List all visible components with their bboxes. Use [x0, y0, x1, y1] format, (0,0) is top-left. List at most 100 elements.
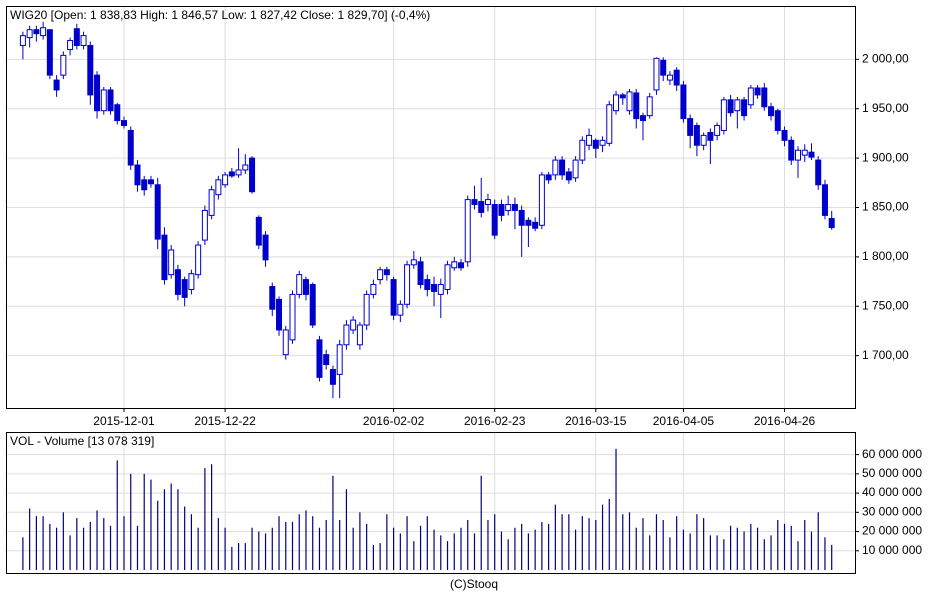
candle-body [626, 91, 633, 112]
candle-body [552, 159, 559, 176]
candle-body [707, 131, 714, 141]
candle-body [795, 149, 801, 161]
candle-body [437, 284, 444, 295]
candle-body [768, 106, 775, 117]
candle-body [383, 269, 390, 276]
footer: (C)Stooq [450, 577, 498, 591]
candle-body [693, 125, 700, 146]
candle-body [40, 27, 47, 37]
candle-body [673, 69, 680, 86]
candle-body [579, 139, 586, 161]
candle-body [808, 151, 815, 158]
candle-body [484, 199, 491, 206]
candle-body [94, 74, 101, 112]
candle-body [491, 204, 498, 236]
candle-body [518, 209, 525, 226]
candle-body [532, 221, 539, 229]
y-tick-label: 1 700,00 [862, 348, 909, 362]
candle-body [276, 298, 283, 331]
candle-body [235, 169, 242, 176]
candle-body [141, 179, 148, 191]
candle-body [538, 174, 545, 226]
candle-body [471, 199, 478, 206]
candle-body [174, 269, 181, 295]
candle-body [458, 262, 464, 269]
y-tick-label: 1 800,00 [862, 249, 909, 263]
candle-body [377, 269, 384, 281]
candle-body [33, 29, 40, 35]
candle-body [323, 354, 330, 366]
x-tick-label: 2016-04-05 [653, 414, 715, 428]
candle-body [505, 204, 512, 211]
candle-body [774, 110, 781, 131]
candle-body [127, 129, 134, 166]
candle-body [613, 94, 620, 112]
y-tick-label: 1 850,00 [862, 200, 909, 214]
x-tick-label: 2016-02-23 [464, 414, 526, 428]
candle-body [350, 319, 357, 331]
candle-body [525, 219, 532, 226]
marks [19, 21, 835, 570]
candle-body [511, 204, 518, 211]
candle-body [188, 273, 195, 290]
candle-body [815, 159, 822, 186]
grid: 2015-12-01 2015-12-22 2016-02-02 2016-02-23… [7, 7, 922, 573]
candle-body [329, 368, 336, 385]
candle-body [242, 164, 249, 171]
candle-body [700, 134, 707, 146]
candle-body [208, 189, 215, 216]
candle-body [788, 139, 795, 161]
candle-body [619, 94, 626, 99]
price-panel [6, 6, 856, 409]
candle-body [147, 179, 154, 185]
candle-body [424, 279, 431, 290]
y-tick-label: 60 000 000 [862, 447, 922, 461]
candle-body [390, 279, 397, 316]
candle-body [370, 284, 377, 295]
candle-body [168, 249, 175, 276]
candle-body [646, 96, 653, 117]
candle-body [801, 149, 808, 156]
candle-body [687, 118, 694, 136]
candle-body [498, 204, 505, 216]
candle-body [821, 184, 828, 216]
y-tick-label: 1 750,00 [862, 298, 909, 312]
candle-body [215, 179, 222, 196]
candle-body [592, 139, 599, 149]
candle-body [289, 293, 296, 341]
candle-body [727, 99, 734, 114]
chart-title: WIG20 [Open: 1 838,83 High: 1 846,57 Low… [10, 8, 430, 22]
x-tick-label: 2016-02-02 [363, 414, 425, 428]
candle-body [121, 120, 127, 127]
candle-body [545, 174, 552, 181]
candle-body [154, 184, 161, 240]
candle-body [60, 54, 67, 76]
candle-body [73, 28, 80, 47]
candle-body [100, 89, 107, 112]
candle-body [586, 134, 593, 146]
candle-body [67, 40, 74, 50]
candle-body [201, 209, 208, 241]
candle-body [565, 171, 572, 181]
x-tick-label: 2015-12-22 [194, 414, 256, 428]
candle-body [606, 104, 613, 144]
candle-body [653, 57, 660, 91]
candle-body [80, 35, 87, 47]
candle-body [431, 284, 438, 292]
candle-body [599, 139, 606, 146]
y-tick-label: 10 000 000 [862, 543, 922, 557]
candle-body [680, 84, 687, 120]
candle-body [228, 171, 235, 177]
candle-body [761, 87, 768, 108]
candle-body [572, 159, 579, 179]
y-tick-label: 1 900,00 [862, 150, 909, 164]
candle-body [309, 284, 316, 326]
y-tick-label: 50 000 000 [862, 466, 922, 480]
candle-body [734, 99, 741, 112]
candle-body [451, 261, 458, 269]
candle-body [222, 174, 229, 186]
candle-body [633, 92, 640, 120]
candle-body [660, 59, 667, 76]
